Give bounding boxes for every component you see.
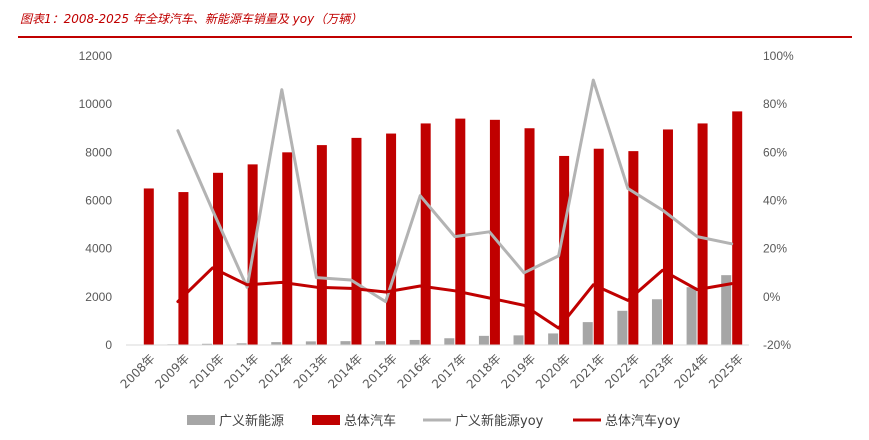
nev-bar xyxy=(582,322,593,345)
total-bar xyxy=(420,123,431,345)
x-tick-label: 2021年 xyxy=(568,351,608,391)
x-tick-label: 2020年 xyxy=(533,351,573,391)
total-bar xyxy=(178,192,189,345)
total-bar xyxy=(628,151,639,345)
nev-yoy-line xyxy=(176,78,734,304)
right-axis: -20% 0% 20% 40% 60% 80% 100% xyxy=(763,49,794,352)
figure-title: 图表1：2008-2025 年全球汽车、新能源车销量及 yoy（万辆） xyxy=(20,12,363,26)
title-rule xyxy=(18,36,852,38)
total-bar xyxy=(662,129,673,345)
total-bar xyxy=(524,128,535,345)
total-bar xyxy=(143,188,154,345)
total-bar xyxy=(282,152,293,345)
x-tick-label: 2017年 xyxy=(429,351,469,391)
nev-bar xyxy=(409,339,420,345)
nev-bar xyxy=(548,333,559,345)
x-tick-label: 2009年 xyxy=(152,351,192,391)
x-tick-label: 2013年 xyxy=(291,351,331,391)
total-bar xyxy=(316,145,327,345)
nev-bar xyxy=(340,341,351,345)
nev-bar xyxy=(305,341,316,345)
nev-bar xyxy=(202,343,213,345)
legend-label: 广义新能源 xyxy=(219,413,284,429)
left-tick-label: 10000 xyxy=(79,97,113,111)
nev-bar xyxy=(478,335,489,345)
right-tick-label: 20% xyxy=(763,242,787,256)
left-tick-label: 6000 xyxy=(85,194,112,208)
x-tick-label: 2014年 xyxy=(325,351,365,391)
left-tick-label: 4000 xyxy=(85,242,112,256)
x-tick-label: 2008年 xyxy=(118,351,158,391)
left-axis: 0 2000 4000 6000 8000 10000 12000 xyxy=(79,49,113,352)
x-tick-label: 2011年 xyxy=(221,351,261,391)
legend-swatch xyxy=(312,415,340,425)
nev-bar xyxy=(375,341,386,345)
x-tick-label: 2010年 xyxy=(187,351,227,391)
nev-bar xyxy=(444,338,455,345)
right-tick-label: 60% xyxy=(763,145,787,159)
total-bar xyxy=(351,137,362,345)
nev-bar xyxy=(651,299,662,345)
total-bar xyxy=(455,118,466,345)
nev-bars xyxy=(132,275,732,345)
yoy-lines xyxy=(176,78,734,330)
right-tick-label: 100% xyxy=(763,49,794,63)
legend-label: 广义新能源yoy xyxy=(455,413,544,429)
total-bar xyxy=(213,172,224,345)
x-tick-label: 2024年 xyxy=(671,351,711,391)
right-tick-label: 40% xyxy=(763,194,787,208)
total-bar xyxy=(732,111,743,346)
total-yoy-line xyxy=(176,266,734,330)
x-tick-label: 2016年 xyxy=(395,351,435,391)
x-tick-label: 2022年 xyxy=(602,351,642,391)
left-tick-label: 8000 xyxy=(85,145,112,159)
total-bar xyxy=(386,133,397,345)
legend-swatch xyxy=(187,415,215,425)
total-bar xyxy=(559,155,570,345)
x-tick-label: 2023年 xyxy=(637,351,677,391)
legend-label: 总体汽车 xyxy=(344,413,396,429)
x-axis: 2008年2009年2010年2011年2012年2013年2014年2015年… xyxy=(118,351,746,391)
total-bar xyxy=(489,119,500,345)
total-bar xyxy=(593,148,604,345)
nev-bar xyxy=(686,287,697,345)
left-tick-label: 12000 xyxy=(79,49,113,63)
right-tick-label: -20% xyxy=(763,338,791,352)
left-tick-label: 2000 xyxy=(85,290,112,304)
nev-bar xyxy=(271,342,282,345)
left-tick-label: 0 xyxy=(105,338,112,352)
legend: 广义新能源 总体汽车 广义新能源yoy 总体汽车yoy xyxy=(187,413,681,429)
nev-bar xyxy=(513,335,524,345)
x-tick-label: 2019年 xyxy=(498,351,538,391)
right-tick-label: 80% xyxy=(763,97,787,111)
total-bars xyxy=(143,111,743,346)
nev-bar xyxy=(617,310,628,345)
legend-label: 总体汽车yoy xyxy=(605,413,681,429)
x-tick-label: 2015年 xyxy=(360,351,400,391)
nev-bar xyxy=(236,343,247,345)
x-tick-label: 2012年 xyxy=(256,351,296,391)
x-tick-label: 2025年 xyxy=(706,351,746,391)
nev-bar xyxy=(721,275,732,345)
right-tick-label: 0% xyxy=(763,290,781,304)
total-bar xyxy=(697,123,708,345)
x-tick-label: 2018年 xyxy=(464,351,504,391)
